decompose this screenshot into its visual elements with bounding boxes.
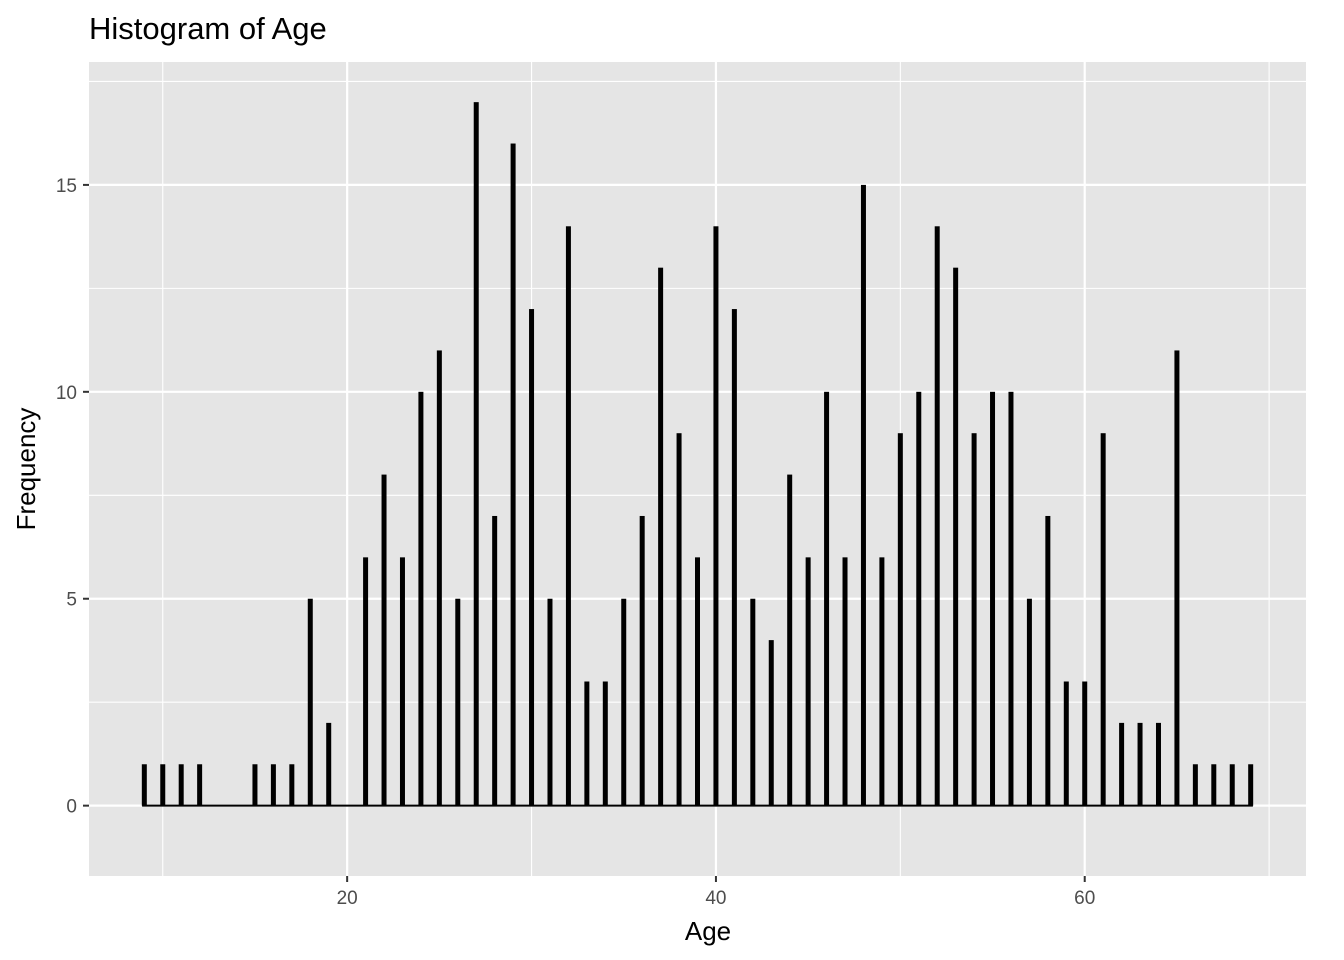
x-axis-title: Age: [685, 916, 731, 946]
histogram-bar: [326, 722, 332, 806]
histogram-bar: [1155, 722, 1161, 806]
histogram-bar: [584, 681, 590, 806]
histogram-bar: [399, 557, 405, 806]
y-tick-label: 0: [66, 797, 77, 818]
histogram-bar: [1008, 391, 1014, 806]
x-tick-label: 40: [705, 888, 726, 909]
histogram-bar: [289, 764, 295, 806]
histogram-bar: [897, 433, 903, 806]
histogram-bar: [787, 474, 793, 806]
x-tick-label: 20: [337, 888, 358, 909]
histogram-bar: [529, 309, 535, 806]
x-axis: 20 40 60: [337, 876, 1095, 909]
histogram-bar: [731, 309, 737, 806]
histogram-bar: [1192, 764, 1198, 806]
histogram-bar: [953, 267, 959, 806]
histogram-bar: [768, 640, 774, 806]
histogram-bars: [141, 102, 1254, 806]
histogram-bar: [860, 184, 866, 806]
histogram-bar: [547, 598, 553, 806]
histogram-bar: [713, 226, 719, 806]
histogram-bar: [1100, 433, 1106, 806]
histogram-bar: [1211, 764, 1217, 806]
histogram-bar: [418, 391, 424, 806]
histogram-bar: [1137, 722, 1143, 806]
histogram-bar: [197, 764, 203, 806]
histogram-bar: [916, 391, 922, 806]
histogram-bar: [658, 267, 664, 806]
histogram-bar: [990, 391, 996, 806]
histogram-bar: [621, 598, 627, 806]
histogram-bar: [160, 764, 166, 806]
histogram-bar: [1063, 681, 1069, 806]
histogram-bar: [934, 226, 940, 806]
histogram-bar: [805, 557, 811, 806]
histogram-bar: [750, 598, 756, 806]
histogram-bar: [363, 557, 369, 806]
histogram-bar: [695, 557, 700, 806]
y-axis: 0 5 10 15: [56, 176, 89, 818]
histogram-bar: [252, 764, 258, 806]
histogram-bar: [1045, 515, 1051, 806]
y-axis-title: Frequency: [11, 408, 41, 531]
histogram-bar: [842, 557, 848, 806]
histogram-bar: [971, 433, 977, 806]
histogram-bar: [510, 143, 516, 806]
histogram-bar: [1248, 764, 1254, 806]
histogram-bar: [1026, 598, 1032, 806]
histogram-bar: [676, 433, 682, 806]
chart-title: Histogram of Age: [89, 11, 327, 46]
histogram-bar: [1229, 764, 1235, 806]
histogram-bar: [436, 350, 442, 806]
histogram-bar: [602, 681, 608, 806]
histogram-bar: [381, 474, 387, 806]
histogram-bar: [455, 598, 461, 806]
y-tick-label: 10: [56, 383, 77, 404]
histogram-bar: [1119, 722, 1125, 806]
histogram-bar: [1174, 350, 1180, 806]
y-tick-label: 15: [56, 176, 77, 197]
histogram-bar: [639, 515, 645, 806]
histogram-bar: [824, 391, 830, 806]
histogram-bar: [1082, 681, 1088, 806]
histogram-bar: [178, 764, 184, 806]
histogram-bar: [565, 226, 571, 806]
histogram-bar: [141, 764, 147, 806]
histogram-bar: [473, 102, 479, 806]
x-tick-label: 60: [1074, 888, 1095, 909]
histogram-bar: [307, 598, 313, 806]
y-tick-label: 5: [66, 590, 77, 611]
histogram-bar: [492, 515, 498, 806]
histogram-bar: [270, 764, 276, 806]
histogram-bar: [879, 557, 885, 806]
